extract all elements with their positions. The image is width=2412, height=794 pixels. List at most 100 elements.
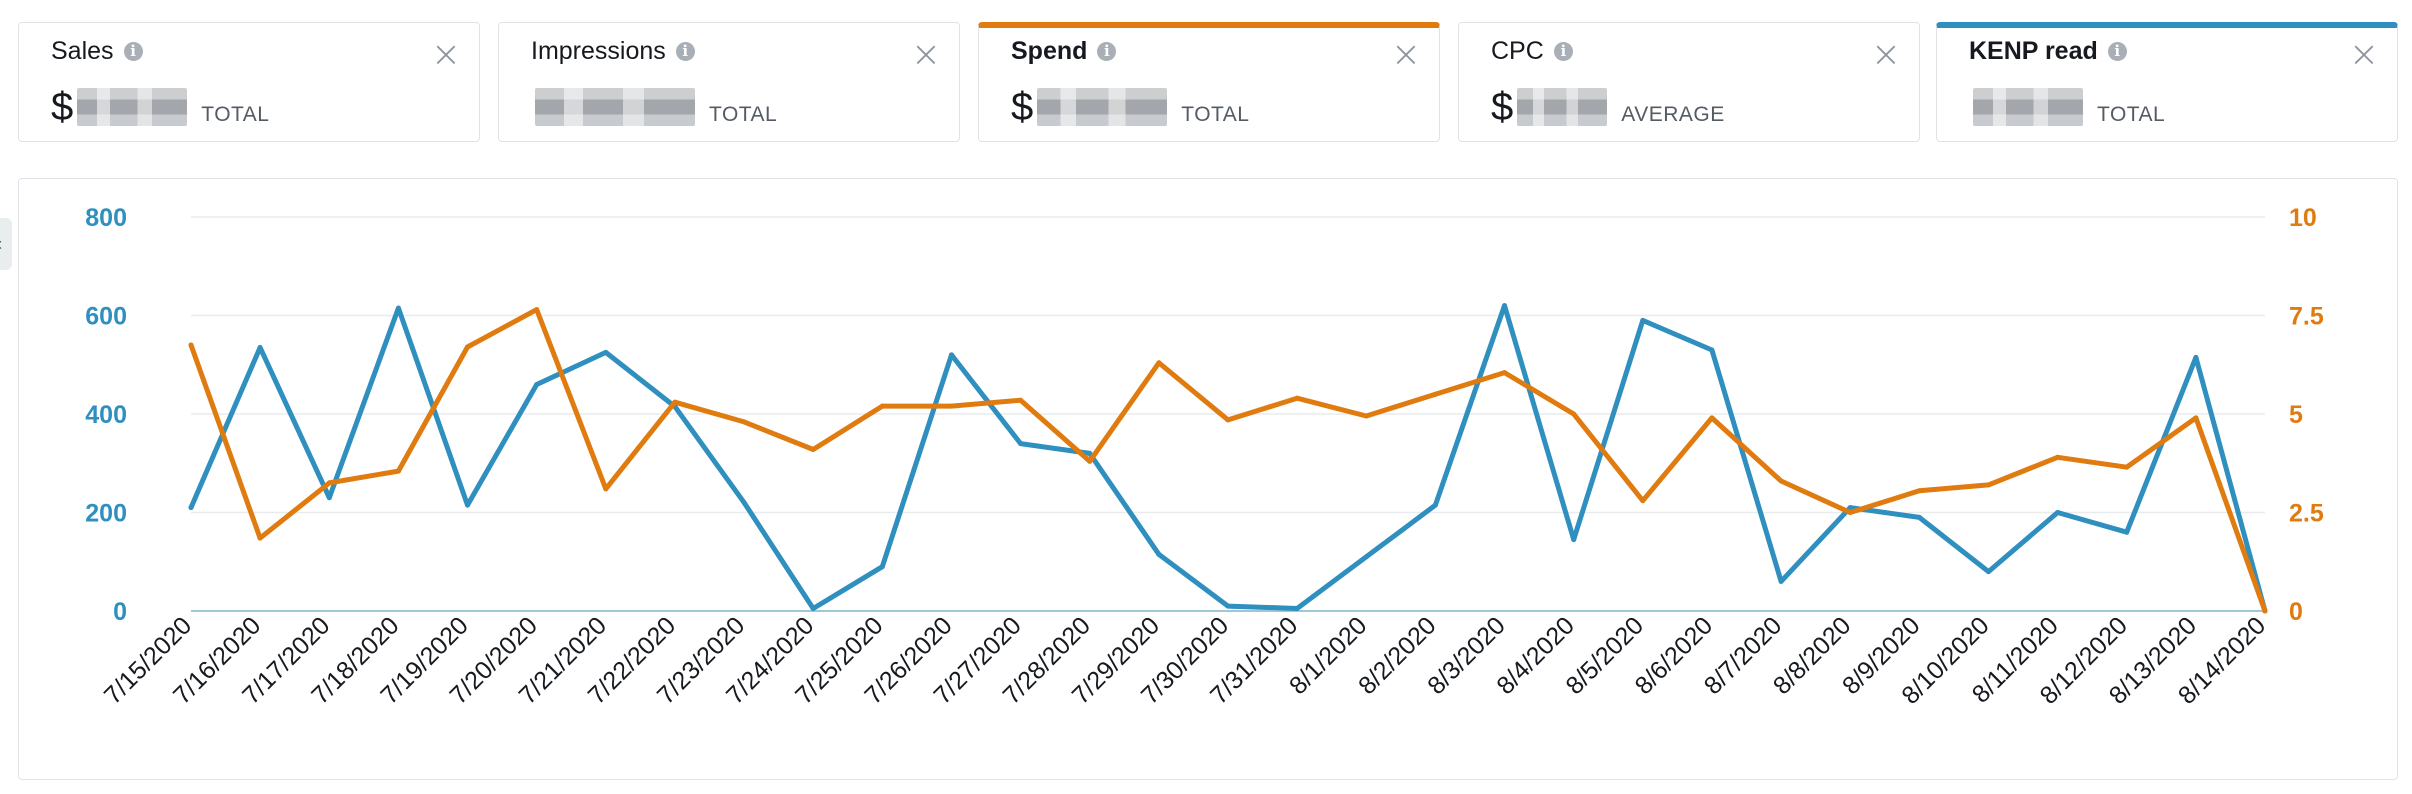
data-point <box>465 344 470 350</box>
data-point <box>2124 529 2130 535</box>
chevron-left-icon[interactable]: ‹ <box>0 218 12 270</box>
close-icon[interactable]: × <box>430 34 461 75</box>
left-axis-tick-label: 600 <box>85 303 127 331</box>
data-point <box>741 500 747 506</box>
data-point <box>2262 608 2268 614</box>
data-point <box>1847 505 1853 511</box>
data-point <box>1225 417 1231 423</box>
info-icon[interactable]: i <box>1553 42 1573 61</box>
metric-title: CPC i <box>1491 37 1573 66</box>
metric-card-spend[interactable]: Spend i × $ TOTAL <box>978 22 1440 142</box>
metric-cards: Sales i × $ TOTAL Impressions i × TOTAL … <box>18 22 2398 146</box>
masked-value <box>535 88 695 126</box>
left-y-axis: 0 200 400 600 800 <box>85 204 127 626</box>
data-point <box>534 307 540 313</box>
data-point <box>1502 370 1507 376</box>
data-point <box>810 447 816 452</box>
metric-value: $ TOTAL <box>1011 83 1250 131</box>
data-point <box>2124 464 2130 470</box>
data-point <box>1709 347 1715 353</box>
metric-card-kenp-read[interactable]: KENP read i × TOTAL <box>1936 22 2398 142</box>
aggregation-label: TOTAL <box>2097 103 2166 126</box>
data-point <box>1986 482 1991 488</box>
data-point <box>741 419 747 425</box>
masked-value <box>1037 88 1168 126</box>
performance-line-chart: 0 200 400 600 800 0 2.5 5 7.5 10 7/15/20207/16/2… <box>85 204 2324 710</box>
data-point <box>949 403 954 409</box>
data-point <box>1640 498 1646 504</box>
data-point <box>879 564 885 570</box>
masked-value <box>1517 88 1608 126</box>
masked-value <box>1973 88 2083 126</box>
data-point <box>672 399 678 405</box>
data-point <box>1432 391 1438 397</box>
data-point <box>465 502 470 508</box>
x-axis-ticks: 7/15/20207/16/20207/17/20207/18/20207/19… <box>99 611 2271 709</box>
info-icon[interactable]: i <box>675 42 695 61</box>
data-point <box>2193 354 2199 360</box>
series-lines <box>188 303 2268 614</box>
aggregation-label: TOTAL <box>201 103 270 126</box>
data-point <box>1571 411 1577 417</box>
info-icon[interactable]: i <box>1097 42 1117 61</box>
data-point <box>1225 603 1231 609</box>
data-point <box>1986 569 1991 575</box>
right-axis-tick-label: 5 <box>2289 401 2303 429</box>
data-point <box>2055 454 2061 460</box>
data-point <box>1640 317 1646 323</box>
metric-title: KENP read i <box>1969 37 2127 66</box>
info-icon[interactable]: i <box>123 42 143 61</box>
close-icon[interactable]: × <box>2348 34 2379 75</box>
metric-card-cpc[interactable]: CPC i × $ AVERAGE <box>1458 22 1920 142</box>
data-point <box>1571 537 1577 543</box>
currency-symbol: $ <box>1011 85 1034 129</box>
data-point <box>1294 606 1300 611</box>
data-point <box>1502 303 1507 309</box>
chart-panel: 0 200 400 600 800 0 2.5 5 7.5 10 7/15/2020 7/16/2… <box>18 178 2398 780</box>
metric-title-text: KENP read <box>1969 37 2098 65</box>
data-point <box>879 403 885 409</box>
close-icon[interactable]: × <box>1870 34 1901 75</box>
info-icon[interactable]: i <box>2107 42 2127 61</box>
data-point <box>1916 488 1922 494</box>
data-point <box>395 468 401 474</box>
gridlines <box>191 216 2265 612</box>
data-point <box>810 606 816 611</box>
data-point <box>188 505 194 511</box>
data-point <box>257 345 263 350</box>
currency-symbol: $ <box>51 85 74 129</box>
aggregation-label: TOTAL <box>709 103 778 126</box>
close-icon[interactable]: × <box>1390 34 1421 75</box>
data-point <box>1018 441 1024 447</box>
data-point <box>1778 578 1784 584</box>
data-point <box>2055 510 2061 515</box>
metric-title-text: CPC <box>1491 37 1544 65</box>
data-point <box>1363 554 1369 560</box>
metric-value: $ TOTAL <box>51 83 270 131</box>
metric-title: Spend i <box>1011 37 1117 66</box>
right-axis-tick-label: 2.5 <box>2289 500 2324 528</box>
metric-title: Sales i <box>51 37 143 66</box>
data-point <box>1847 510 1853 515</box>
aggregation-label: AVERAGE <box>1621 103 1725 126</box>
right-axis-tick-label: 0 <box>2289 598 2303 626</box>
currency-symbol: $ <box>1491 85 1514 129</box>
masked-value <box>77 88 188 126</box>
data-point <box>1916 514 1922 520</box>
metric-value: $ AVERAGE <box>1491 83 1725 131</box>
metric-title-text: Sales <box>51 37 114 65</box>
data-point <box>395 305 401 311</box>
spend-series-line <box>188 307 2268 614</box>
metric-card-impressions[interactable]: Impressions i × TOTAL <box>498 22 960 142</box>
close-icon[interactable]: × <box>910 34 941 75</box>
right-axis-tick-label: 10 <box>2289 204 2317 232</box>
metric-title-text: Spend <box>1011 37 1088 65</box>
data-point <box>1087 458 1093 464</box>
left-axis-tick-label: 0 <box>113 598 127 626</box>
data-point <box>1156 360 1162 366</box>
data-point <box>1778 478 1784 484</box>
data-point <box>326 495 332 501</box>
metric-card-sales[interactable]: Sales i × $ TOTAL <box>18 22 480 142</box>
left-axis-tick-label: 400 <box>85 401 127 429</box>
data-point <box>949 352 954 358</box>
